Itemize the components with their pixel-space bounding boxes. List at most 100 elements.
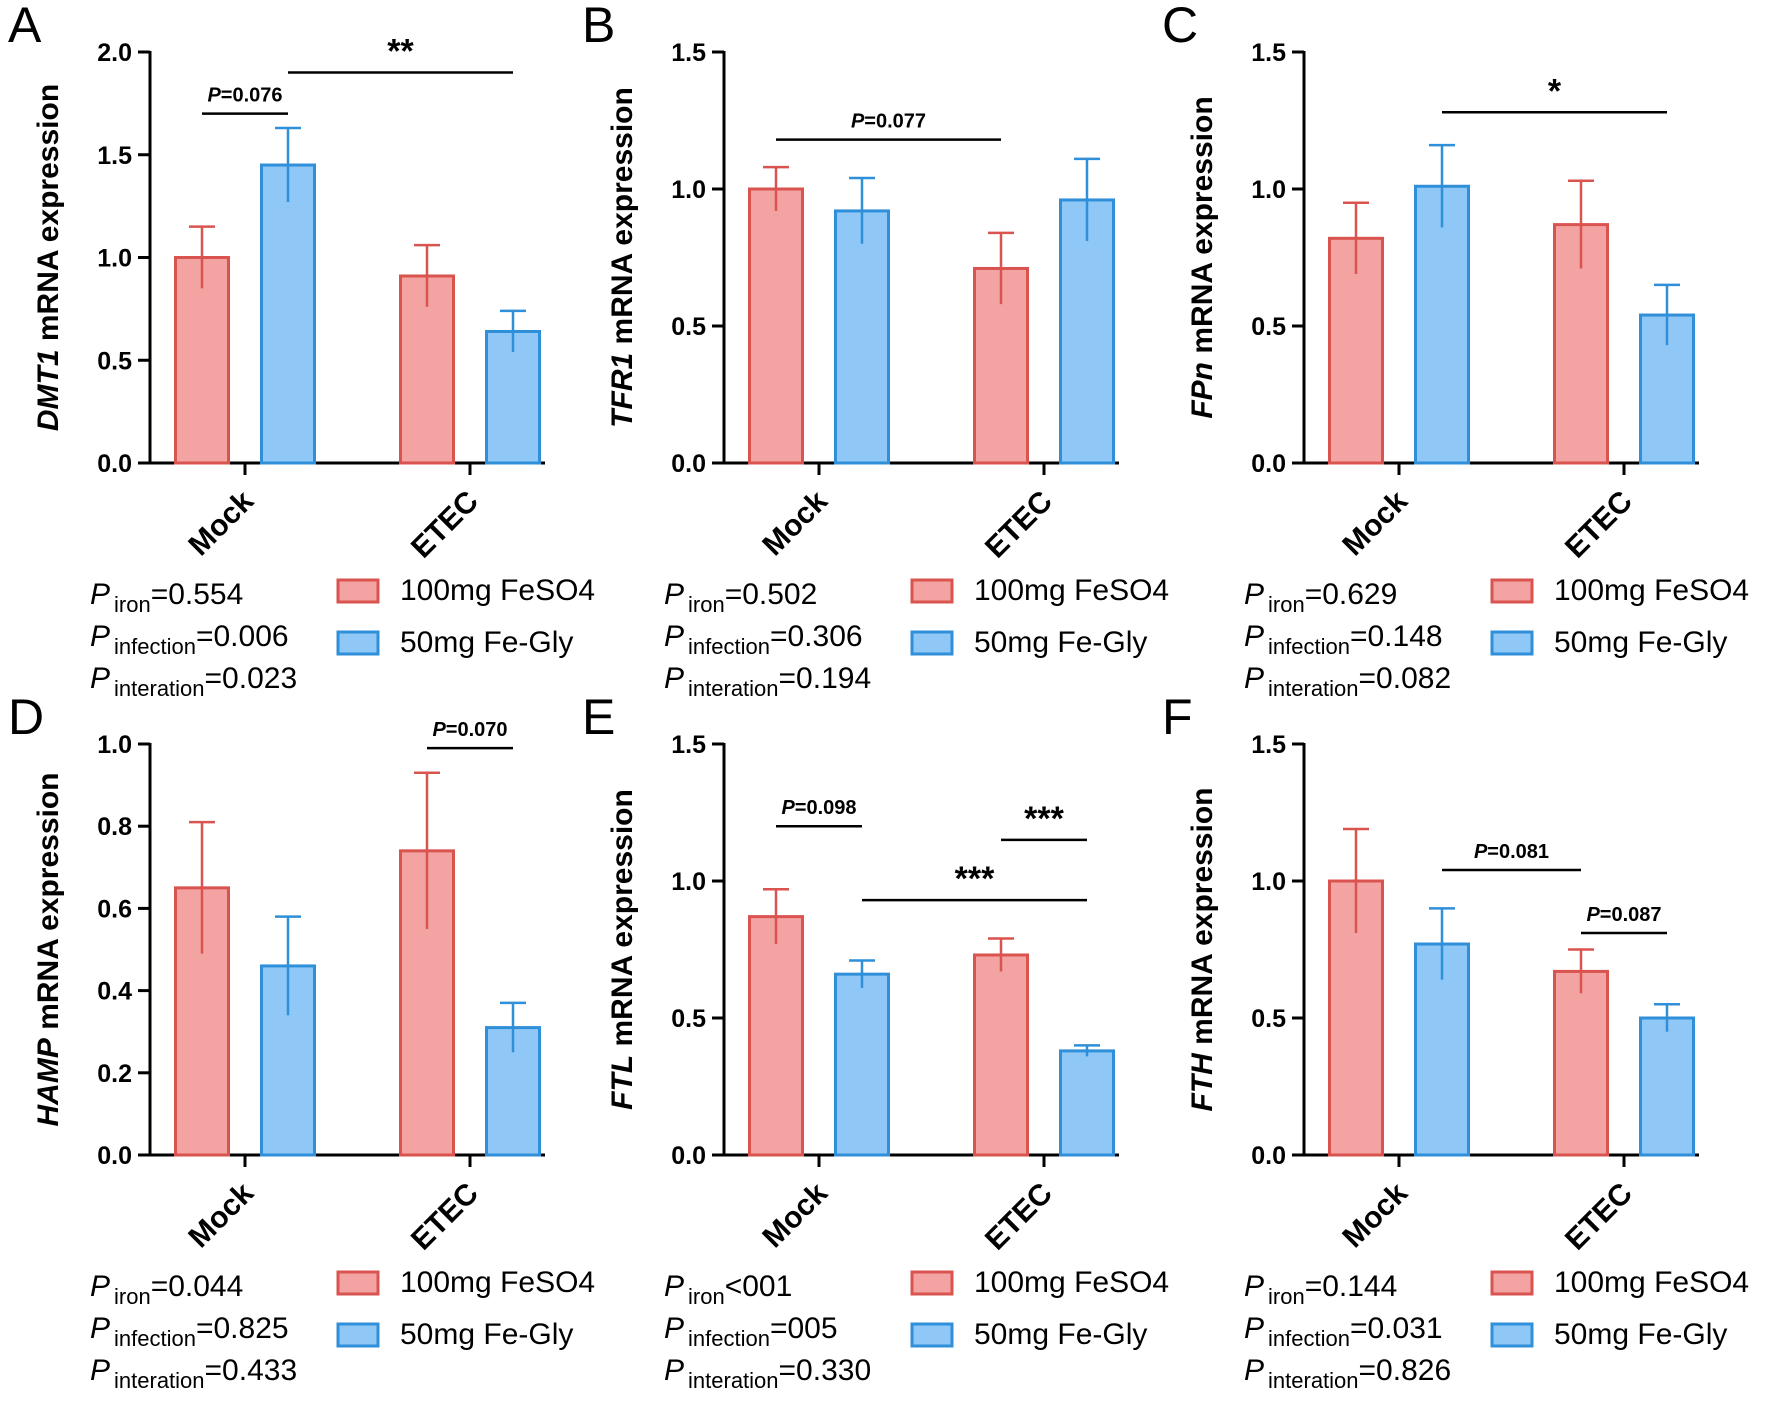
- bar: [1059, 198, 1115, 465]
- stat-p: P: [664, 1354, 684, 1387]
- panel-D: D HAMP mRNA expression 0.0 0.2 0.4 0.6 0.8 1.0 M…: [8, 689, 595, 1393]
- bar: [1328, 236, 1384, 465]
- panel-letter: C: [1162, 0, 1198, 53]
- stat-value: =0.023: [205, 662, 298, 695]
- x-tick-label-etec: ETEC: [979, 1177, 1059, 1257]
- x-tick-label-mock: Mock: [756, 1176, 834, 1254]
- legend-label: 100mg FeSO4: [1554, 574, 1749, 607]
- p-value-p: P: [781, 797, 795, 819]
- y-axis-label-text: mRNA expression: [1186, 96, 1219, 362]
- y-tick-label: 0.5: [97, 347, 132, 375]
- stat-value: =0.826: [1359, 1354, 1452, 1387]
- y-tick-label: 0.6: [97, 895, 132, 923]
- stat-value: =0.044: [151, 1270, 244, 1303]
- panel-letter: D: [8, 689, 44, 745]
- legend-label: 100mg FeSO4: [974, 574, 1169, 607]
- x-tick-label-mock: Mock: [182, 1176, 260, 1254]
- legend-swatch: [336, 578, 380, 604]
- y-axis-label-text: mRNA expression: [32, 84, 65, 350]
- p-value-p: P: [851, 111, 865, 133]
- stat-value: =0.082: [1359, 662, 1452, 695]
- legend-swatch: [910, 1270, 954, 1296]
- stat-value: =0.433: [205, 1354, 298, 1387]
- y-axis-gene: FTL: [606, 1055, 639, 1110]
- bar: [1059, 1049, 1115, 1157]
- panel-F: F FTH mRNA expression 0.0 0.5 1.0 1.5 Mock ETEC…: [1162, 689, 1749, 1393]
- y-axis-label: FPn mRNA expression: [1186, 96, 1219, 418]
- p-value-text: =0.070: [446, 719, 508, 741]
- legend-swatch: [336, 1322, 380, 1348]
- y-tick-label: 0.5: [671, 313, 706, 341]
- panel-letter: B: [582, 0, 615, 53]
- y-tick-label: 0.0: [97, 1142, 132, 1170]
- panel-letter: F: [1162, 689, 1193, 745]
- stat-subscript: interation: [688, 1368, 779, 1393]
- stat-p: P: [664, 1312, 684, 1345]
- x-tick-label-etec: ETEC: [1559, 1177, 1639, 1257]
- x-tick-label-mock: Mock: [1336, 484, 1414, 562]
- x-tick-label-etec: ETEC: [405, 485, 485, 565]
- stat-value: =0.306: [770, 620, 863, 653]
- y-tick-label: 0.5: [1251, 1005, 1286, 1033]
- legend-swatch: [910, 578, 954, 604]
- y-axis-label: HAMP mRNA expression: [32, 773, 65, 1127]
- stat-value: =0.144: [1305, 1270, 1398, 1303]
- stat-p: P: [664, 620, 684, 653]
- x-tick-label-etec: ETEC: [979, 485, 1059, 565]
- significance-stars: ***: [955, 860, 995, 898]
- panel-letter: A: [8, 0, 42, 53]
- p-value-text: =0.087: [1600, 904, 1662, 926]
- p-value-p: P: [1474, 841, 1488, 863]
- significance-stars: *: [1548, 72, 1562, 110]
- stat-subscript: interation: [1268, 676, 1359, 701]
- stat-subscript: iron: [114, 592, 151, 617]
- stat-subscript: infection: [1268, 1326, 1350, 1351]
- p-value-label: P=0.070: [432, 719, 507, 741]
- y-tick-label: 1.0: [671, 868, 706, 896]
- y-tick-label: 1.0: [1251, 868, 1286, 896]
- legend-label: 50mg Fe-Gly: [400, 1318, 573, 1351]
- bar: [834, 209, 890, 465]
- stat-subscript: iron: [1268, 592, 1305, 617]
- stat-subscript: infection: [1268, 634, 1350, 659]
- p-value-text: =0.076: [221, 85, 283, 107]
- p-value-text: =0.081: [1487, 841, 1549, 863]
- bar: [748, 187, 804, 465]
- x-tick-label-etec: ETEC: [405, 1177, 485, 1257]
- stat-p: P: [90, 620, 110, 653]
- stat-subscript: iron: [688, 1284, 725, 1309]
- y-tick-label: 0.5: [671, 1005, 706, 1033]
- panel-A: A DMT1 mRNA expression 0.0 0.5 1.0 1.5 2.0 Mock…: [8, 0, 595, 701]
- y-tick-label: 0.4: [97, 978, 132, 1006]
- stat-subscript: iron: [1268, 1284, 1305, 1309]
- stat-value: =0.554: [151, 578, 244, 611]
- p-value-label: P=0.087: [1586, 904, 1661, 926]
- stat-p: P: [1244, 1312, 1264, 1345]
- legend-label: 50mg Fe-Gly: [974, 626, 1147, 659]
- stat-p: P: [1244, 1270, 1264, 1303]
- y-tick-label: 0.8: [97, 813, 132, 841]
- y-axis-gene: FTH: [1186, 1052, 1219, 1112]
- stat-subscript: interation: [1268, 1368, 1359, 1393]
- panel-E: E FTL mRNA expression 0.0 0.5 1.0 1.5 Mock ETEC…: [582, 689, 1169, 1393]
- significance-stars: ***: [1024, 800, 1064, 838]
- bar: [1414, 184, 1470, 465]
- p-value-label: P=0.098: [781, 797, 856, 819]
- y-axis-label: FTH mRNA expression: [1186, 788, 1219, 1112]
- x-tick-label-mock: Mock: [756, 484, 834, 562]
- stat-value: <001: [725, 1270, 793, 1303]
- x-tick-label-etec: ETEC: [1559, 485, 1639, 565]
- stat-p: P: [1244, 578, 1264, 611]
- stat-p: P: [664, 1270, 684, 1303]
- bar: [260, 163, 316, 465]
